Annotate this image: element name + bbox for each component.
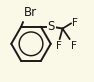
Text: F: F [70, 41, 76, 51]
Text: F: F [56, 41, 62, 51]
Text: S: S [48, 20, 55, 33]
Text: Br: Br [24, 6, 37, 19]
Text: F: F [72, 18, 78, 28]
